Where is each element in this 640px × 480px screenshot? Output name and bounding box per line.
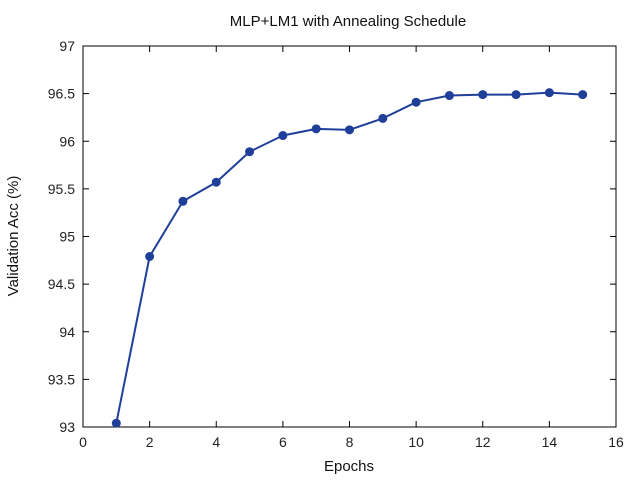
data-point bbox=[178, 196, 188, 206]
x-tick-label: 0 bbox=[79, 434, 87, 450]
data-point bbox=[311, 124, 321, 134]
y-tick-label: 94.5 bbox=[48, 276, 75, 292]
data-point bbox=[245, 147, 255, 157]
x-tick-label: 4 bbox=[212, 434, 220, 450]
y-tick-label: 93 bbox=[59, 419, 75, 435]
x-tick-label: 8 bbox=[346, 434, 354, 450]
data-point bbox=[544, 88, 554, 98]
x-tick-label: 10 bbox=[408, 434, 424, 450]
x-tick-label: 16 bbox=[608, 434, 624, 450]
series-layer bbox=[111, 88, 588, 428]
data-point bbox=[578, 90, 588, 100]
y-tick-label: 96.5 bbox=[48, 86, 75, 102]
data-point bbox=[111, 418, 121, 428]
chart-title: MLP+LM1 with Annealing Schedule bbox=[230, 13, 466, 30]
data-point bbox=[278, 131, 288, 141]
y-tick-label: 94 bbox=[59, 324, 75, 340]
y-tick-label: 97 bbox=[59, 38, 75, 54]
data-point bbox=[211, 177, 221, 187]
x-axis: 0 2 4 6 8 10 12 14 16 bbox=[79, 46, 624, 450]
y-tick-label: 96 bbox=[59, 133, 75, 149]
x-tick-label: 12 bbox=[475, 434, 491, 450]
y-tick-label: 93.5 bbox=[48, 371, 75, 387]
data-point bbox=[444, 91, 454, 101]
y-axis-label: Validation Acc (%) bbox=[5, 176, 22, 297]
data-point bbox=[378, 113, 388, 123]
y-tick-label: 95 bbox=[59, 229, 75, 245]
y-axis: 93 93.5 94 94.5 95 95.5 96 96.5 97 bbox=[48, 38, 616, 435]
x-axis-label: Epochs bbox=[324, 458, 374, 475]
series-line bbox=[115, 91, 583, 424]
data-point bbox=[511, 90, 521, 100]
x-tick-label: 6 bbox=[279, 434, 287, 450]
y-tick-label: 95.5 bbox=[48, 181, 75, 197]
data-point bbox=[145, 252, 155, 262]
data-point bbox=[345, 125, 354, 135]
plot-area: 0 2 4 6 8 10 12 14 16 93 93.5 94 94.5 95 95.5 96 96.5 97 bbox=[48, 38, 624, 450]
x-tick-label: 14 bbox=[542, 434, 558, 450]
data-point bbox=[411, 97, 421, 107]
x-tick-label: 2 bbox=[146, 434, 154, 450]
data-point bbox=[478, 90, 488, 100]
plot-frame bbox=[82, 45, 617, 428]
